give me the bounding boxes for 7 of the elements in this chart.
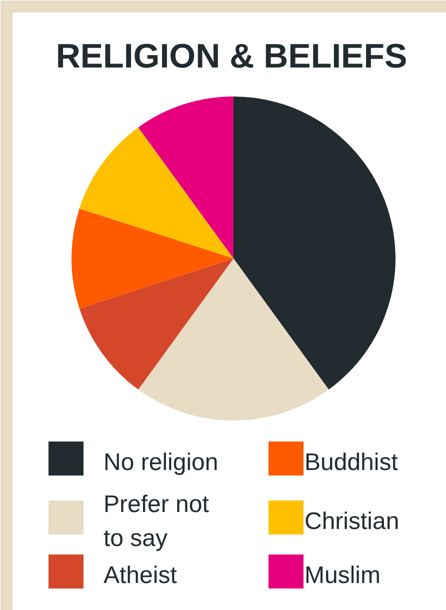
legend-label: Atheist xyxy=(104,562,178,589)
chart-title: RELIGION & BELIEFS xyxy=(56,38,408,76)
legend-label: Prefer not to say xyxy=(104,491,210,552)
legend-label: No religion xyxy=(104,449,218,476)
legend-label: Muslim xyxy=(304,562,380,589)
legend-label: Christian xyxy=(304,508,400,535)
legend-label: Buddhist xyxy=(304,449,398,476)
